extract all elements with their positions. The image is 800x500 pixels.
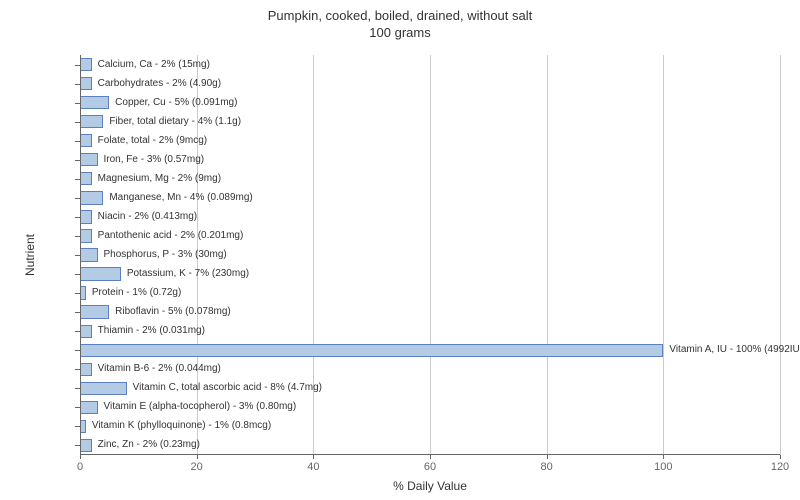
bar bbox=[80, 325, 92, 338]
bar bbox=[80, 210, 92, 223]
x-tick bbox=[547, 455, 548, 459]
bar-label: Vitamin K (phylloquinone) - 1% (0.8mcg) bbox=[92, 421, 271, 431]
x-tick-label: 40 bbox=[307, 461, 319, 473]
bar-label: Potassium, K - 7% (230mg) bbox=[127, 269, 249, 279]
bar-label: Niacin - 2% (0.413mg) bbox=[98, 212, 197, 222]
bar bbox=[80, 77, 92, 90]
y-tick bbox=[75, 65, 80, 66]
title-line1: Pumpkin, cooked, boiled, drained, withou… bbox=[268, 8, 533, 23]
bar-label: Copper, Cu - 5% (0.091mg) bbox=[115, 98, 237, 108]
x-tick-label: 80 bbox=[541, 461, 553, 473]
bar bbox=[80, 401, 98, 414]
bar bbox=[80, 191, 103, 204]
bar-label: Protein - 1% (0.72g) bbox=[92, 288, 182, 298]
y-tick bbox=[75, 217, 80, 218]
x-tick-label: 60 bbox=[424, 461, 436, 473]
y-tick bbox=[75, 388, 80, 389]
bar-label: Vitamin C, total ascorbic acid - 8% (4.7… bbox=[133, 383, 322, 393]
bar-label: Pantothenic acid - 2% (0.201mg) bbox=[98, 231, 244, 241]
title-line2: 100 grams bbox=[369, 25, 430, 40]
bar-label: Carbohydrates - 2% (4.90g) bbox=[98, 79, 221, 89]
bar-label: Folate, total - 2% (9mcg) bbox=[98, 136, 207, 146]
bar bbox=[80, 439, 92, 452]
bar-label: Magnesium, Mg - 2% (9mg) bbox=[98, 174, 221, 184]
y-tick bbox=[75, 407, 80, 408]
x-tick bbox=[430, 455, 431, 459]
bar-label: Zinc, Zn - 2% (0.23mg) bbox=[98, 440, 200, 450]
x-tick-label: 100 bbox=[654, 461, 672, 473]
bar bbox=[80, 172, 92, 185]
gridline bbox=[780, 55, 781, 455]
y-tick bbox=[75, 198, 80, 199]
bar bbox=[80, 267, 121, 280]
bar-label: Riboflavin - 5% (0.078mg) bbox=[115, 307, 231, 317]
nutrient-chart: Pumpkin, cooked, boiled, drained, withou… bbox=[0, 0, 800, 500]
y-tick bbox=[75, 426, 80, 427]
bar-label: Vitamin E (alpha-tocopherol) - 3% (0.80m… bbox=[104, 402, 297, 412]
y-tick bbox=[75, 122, 80, 123]
bar bbox=[80, 305, 109, 318]
bar bbox=[80, 382, 127, 395]
y-tick bbox=[75, 236, 80, 237]
bars-container: Calcium, Ca - 2% (15mg) Carbohydrates - 2… bbox=[80, 55, 780, 455]
y-tick bbox=[75, 369, 80, 370]
bar bbox=[80, 248, 98, 261]
bar bbox=[80, 344, 663, 357]
bar-label: Calcium, Ca - 2% (15mg) bbox=[98, 60, 210, 70]
y-tick bbox=[75, 445, 80, 446]
x-tick bbox=[197, 455, 198, 459]
bar bbox=[80, 96, 109, 109]
y-tick bbox=[75, 103, 80, 104]
x-tick bbox=[313, 455, 314, 459]
x-axis-title: % Daily Value bbox=[393, 479, 467, 493]
y-tick bbox=[75, 331, 80, 332]
bar bbox=[80, 363, 92, 376]
y-tick bbox=[75, 293, 80, 294]
y-tick bbox=[75, 179, 80, 180]
bar bbox=[80, 134, 92, 147]
y-tick bbox=[75, 141, 80, 142]
bar-label: Manganese, Mn - 4% (0.089mg) bbox=[109, 193, 252, 203]
y-tick bbox=[75, 274, 80, 275]
x-tick-label: 0 bbox=[77, 461, 83, 473]
y-tick bbox=[75, 350, 80, 351]
bar-label: Thiamin - 2% (0.031mg) bbox=[98, 326, 205, 336]
bar-label: Iron, Fe - 3% (0.57mg) bbox=[104, 155, 205, 165]
bar bbox=[80, 153, 98, 166]
bar-label: Phosphorus, P - 3% (30mg) bbox=[104, 250, 227, 260]
y-axis-title: Nutrient bbox=[23, 234, 37, 276]
bar-label: Fiber, total dietary - 4% (1.1g) bbox=[109, 117, 241, 127]
bar bbox=[80, 58, 92, 71]
y-tick bbox=[75, 312, 80, 313]
x-tick bbox=[80, 455, 81, 459]
chart-title: Pumpkin, cooked, boiled, drained, withou… bbox=[0, 8, 800, 42]
bar-label: Vitamin B-6 - 2% (0.044mg) bbox=[98, 364, 221, 374]
y-tick bbox=[75, 84, 80, 85]
y-tick bbox=[75, 255, 80, 256]
bar bbox=[80, 229, 92, 242]
x-tick-label: 20 bbox=[191, 461, 203, 473]
bar bbox=[80, 115, 103, 128]
bar-label: Vitamin A, IU - 100% (4992IU) bbox=[669, 345, 800, 355]
x-tick bbox=[663, 455, 664, 459]
y-tick bbox=[75, 160, 80, 161]
y-axis-line bbox=[80, 55, 81, 455]
plot-area: Calcium, Ca - 2% (15mg) Carbohydrates - 2… bbox=[80, 55, 780, 455]
x-tick bbox=[780, 455, 781, 459]
x-tick-label: 120 bbox=[771, 461, 789, 473]
